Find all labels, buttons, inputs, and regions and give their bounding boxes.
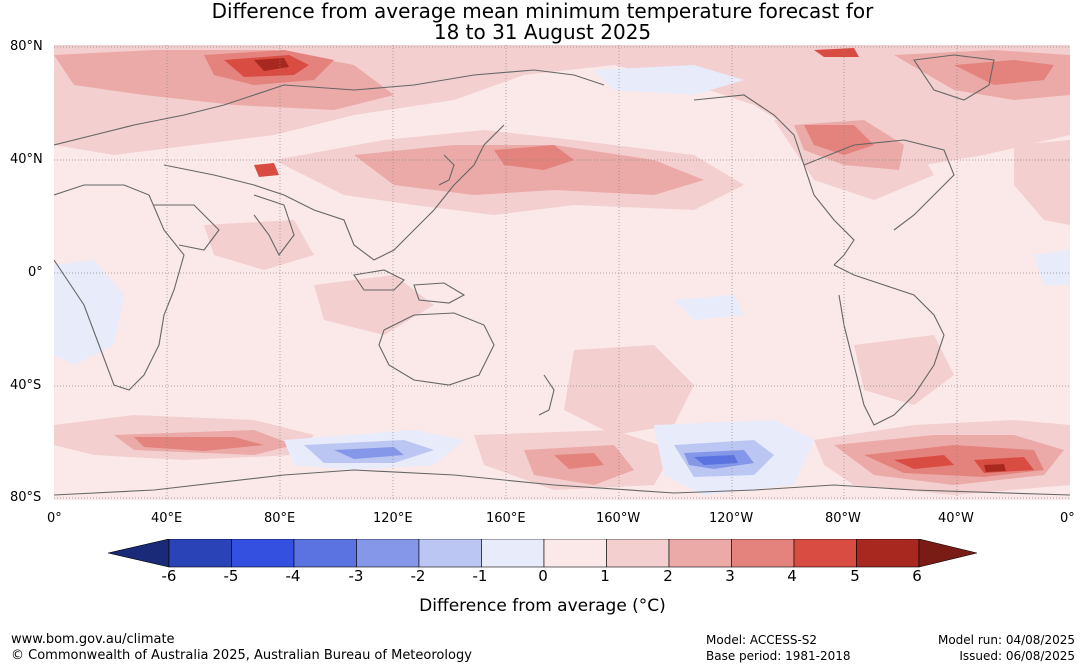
- lon-label-40w: 40°W: [938, 511, 974, 526]
- colorbar-tick: 0: [538, 567, 548, 585]
- colorbar-tick: 6: [912, 567, 922, 585]
- temperature-anomaly-map: [54, 45, 1070, 500]
- colorbar: [108, 539, 978, 568]
- graticule: [54, 45, 1070, 500]
- colorbar-swatch: [543, 539, 607, 568]
- colorbar-swatch: [293, 539, 357, 568]
- lon-label-0-right: 0°: [1060, 511, 1075, 526]
- colorbar-tick: 1: [600, 567, 610, 585]
- issued-date: Issued: 06/08/2025: [959, 649, 1075, 663]
- lon-label-120w: 120°W: [709, 511, 754, 526]
- colorbar-tick: -1: [472, 567, 488, 585]
- lon-label-0: 0°: [47, 511, 62, 526]
- lon-label-80e: 80°E: [264, 511, 296, 526]
- colorbar-swatch: [168, 539, 232, 568]
- website-link[interactable]: www.bom.gov.au/climate: [11, 632, 175, 647]
- lat-label-80n: 80°N: [10, 39, 43, 54]
- lat-label-40s: 40°S: [10, 378, 42, 393]
- colorbar-tick: -3: [348, 567, 364, 585]
- colorbar-swatch: [356, 539, 420, 568]
- base-period: Base period: 1981-2018: [706, 649, 851, 663]
- colorbar-tick: -4: [285, 567, 301, 585]
- colorbar-label: Difference from average (°C): [419, 596, 666, 616]
- model-name: Model: ACCESS-S2: [706, 633, 818, 647]
- colorbar-extend-high: [918, 539, 978, 568]
- lon-label-40e: 40°E: [151, 511, 183, 526]
- colorbar-swatch: [668, 539, 732, 568]
- lon-label-80w: 80°W: [825, 511, 861, 526]
- colorbar-swatch: [481, 539, 545, 568]
- colorbar-tick: -6: [161, 567, 177, 585]
- colorbar-swatch: [231, 539, 295, 568]
- title-line-1: Difference from average mean minimum tem…: [211, 0, 874, 23]
- lat-label-eq: 0°: [28, 265, 43, 280]
- copyright-text: © Commonwealth of Australia 2025, Austra…: [11, 648, 472, 663]
- colorbar-extend-low: [108, 539, 170, 568]
- colorbar-swatch: [856, 539, 920, 568]
- colorbar-tick: -2: [410, 567, 426, 585]
- lat-label-80s: 80°S: [10, 490, 42, 505]
- colorbar-tick: 4: [787, 567, 797, 585]
- colorbar-swatch: [731, 539, 795, 568]
- coastlines: [54, 54, 1070, 496]
- colorbar-swatch: [418, 539, 482, 568]
- anomaly-5-6-regions: [254, 58, 1006, 472]
- colorbar-tick: -5: [223, 567, 239, 585]
- colorbar-tick: 2: [663, 567, 673, 585]
- lat-label-40n: 40°N: [10, 152, 43, 167]
- anomaly-neg4-neg3-regions: [694, 455, 738, 465]
- model-run-date: Model run: 04/08/2025: [937, 633, 1075, 647]
- title-line-2: 18 to 31 August 2025: [433, 20, 652, 44]
- colorbar-tick: 3: [725, 567, 735, 585]
- lon-label-120e: 120°E: [373, 511, 413, 526]
- colorbar-swatch: [793, 539, 857, 568]
- colorbar-swatch: [606, 539, 670, 568]
- colorbar-tick: 5: [850, 567, 860, 585]
- lon-label-160w: 160°W: [596, 511, 641, 526]
- lon-label-160e: 160°E: [486, 511, 526, 526]
